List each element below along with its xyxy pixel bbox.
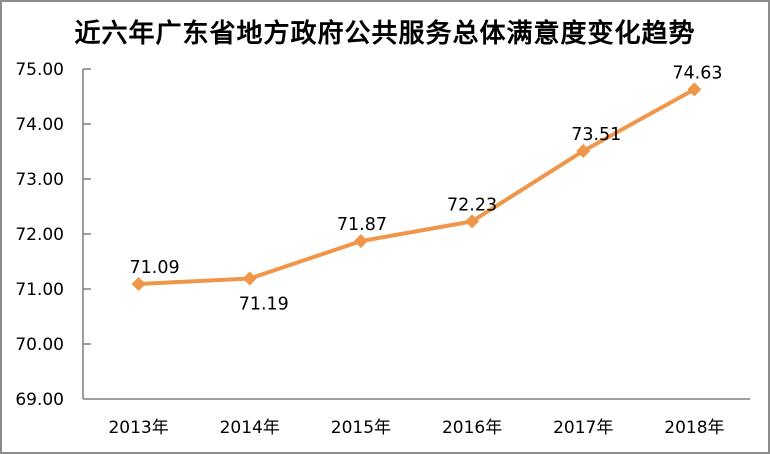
x-axis-label: 2016年 <box>442 418 502 438</box>
x-axis-label: 2018年 <box>664 418 724 438</box>
data-point-marker <box>242 271 257 286</box>
data-point-marker <box>131 277 146 292</box>
y-axis-tick-label: 72.00 <box>15 225 64 245</box>
y-axis-tick-label: 70.00 <box>15 335 64 355</box>
y-axis-tick-label: 71.00 <box>15 280 64 300</box>
y-axis-tick-label: 75.00 <box>15 60 64 80</box>
data-label: 74.63 <box>672 63 722 83</box>
chart-title: 近六年广东省地方政府公共服务总体满意度变化趋势 <box>74 19 696 48</box>
series-line <box>136 87 697 287</box>
x-axis-label: 2015年 <box>331 418 391 438</box>
data-point-marker <box>687 82 702 97</box>
data-label: 72.23 <box>447 195 497 215</box>
data-point-marker <box>353 234 368 249</box>
data-label: 71.09 <box>130 258 180 278</box>
data-point-marker <box>465 214 480 229</box>
data-label: 73.51 <box>571 125 621 145</box>
data-label: 71.87 <box>337 215 387 235</box>
y-axis-tick-label: 73.00 <box>15 170 64 190</box>
data-point-marker <box>576 143 591 158</box>
x-axis-label: 2013年 <box>108 418 168 438</box>
y-axis-tick-label: 74.00 <box>15 115 64 135</box>
data-label: 71.19 <box>239 295 289 315</box>
x-axis-label: 2014年 <box>220 418 280 438</box>
y-axis-tick-label: 69.00 <box>15 390 64 410</box>
x-axis-label: 2017年 <box>553 418 613 438</box>
